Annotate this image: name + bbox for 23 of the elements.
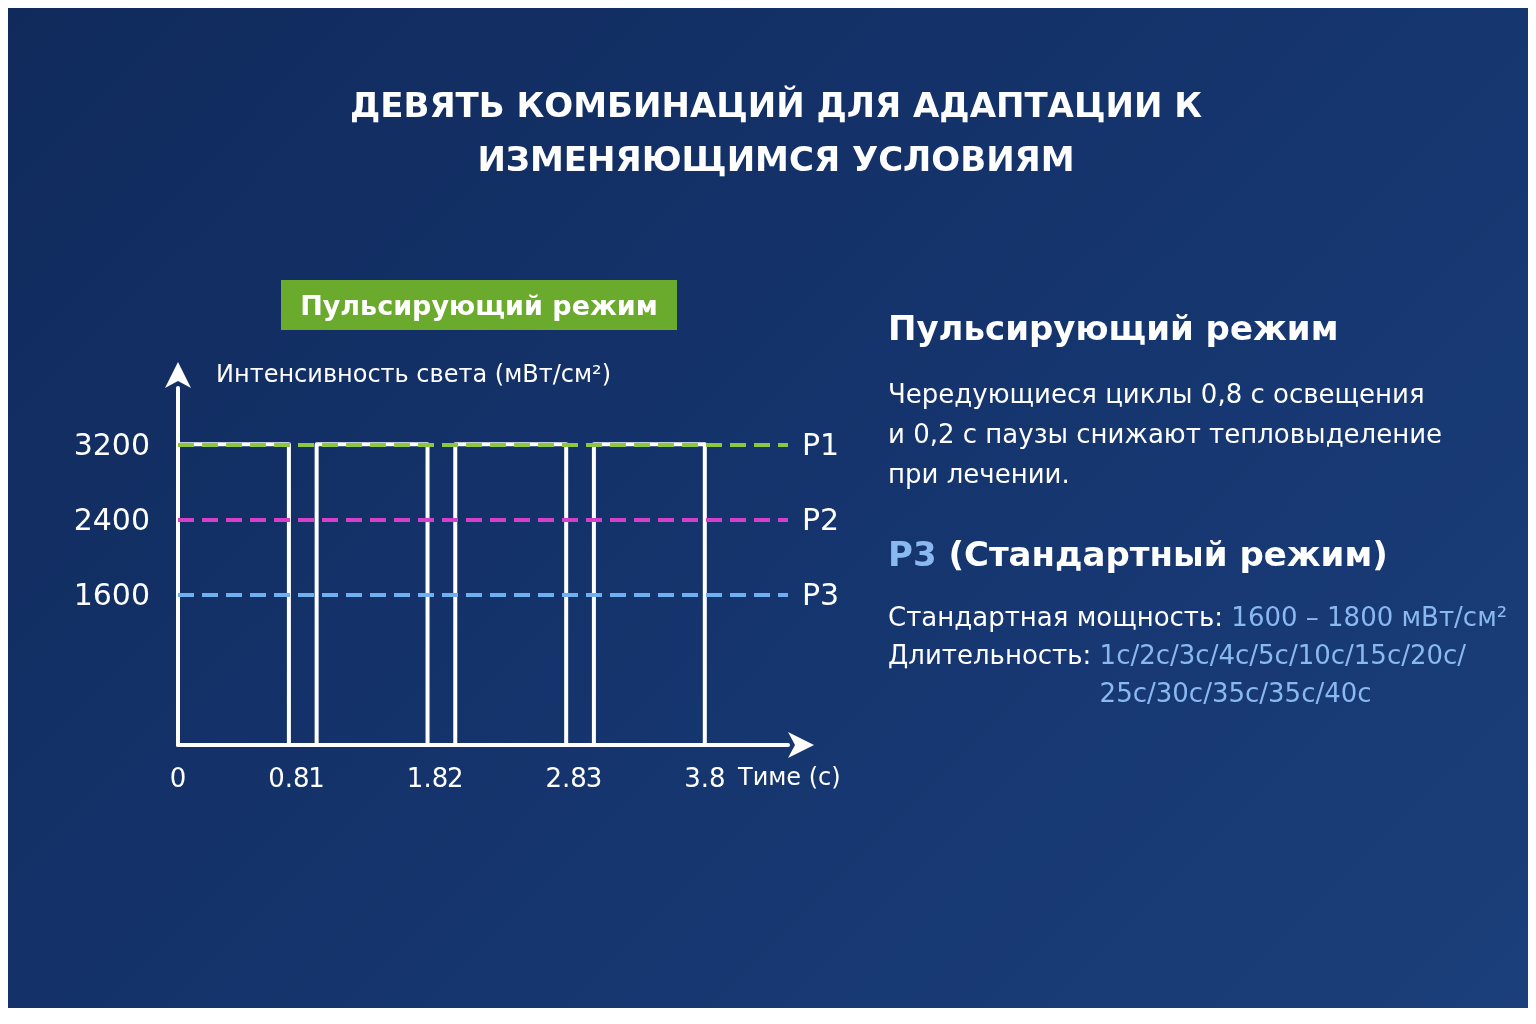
x-tick-label: 1 — [308, 763, 325, 793]
y-tick-label: 1600 — [73, 577, 150, 613]
text: Длительность: 1с/2с/3с/4с/5с/10с/15с/20с/25с/30с/35с/35с/40с — [888, 640, 1467, 708]
x-tick-label: 2.8 — [545, 763, 587, 793]
x-tick-label: 3 — [585, 763, 603, 793]
x-tick-label: 2 — [447, 763, 464, 793]
text: Пульсирующий режим — [888, 308, 1340, 348]
x-tick-label: 0.8 — [268, 763, 310, 793]
ref-line-label: P3 — [802, 577, 840, 613]
x-axis-title: Тиме (с) — [738, 763, 841, 791]
y-axis-title: Интенсивность света (мВт/см²) — [216, 360, 612, 388]
ref-line-label: P2 — [802, 502, 840, 538]
text: P3 (Стандартный режим) — [888, 534, 1389, 574]
y-tick-label: 3200 — [73, 426, 150, 462]
text: Стандартная мощность: 1600 – 1800 мВт/см² — [888, 601, 1508, 634]
x-tick-label: 1.8 — [406, 763, 449, 793]
chart-title: ДЕВЯТЬ КОМБИНАЦИЙ ДЛЯ АДАПТАЦИИ К ИЗМЕНЯЮЩИМСЯ УСЛОВИЯМ — [349, 84, 1203, 181]
x-tick-label: 3.8 — [684, 763, 726, 793]
y-tick-label: 2400 — [73, 502, 150, 538]
ref-line-label: P1 — [802, 426, 840, 462]
chart-subtitle: Пульсирующий режим — [281, 280, 677, 330]
text: Чередующиеся циклы 0,8 с освещения и 0,2 с паузы снижают тепловыделение при лечении. — [888, 378, 1444, 491]
x-tick-label: 0 — [169, 763, 187, 793]
